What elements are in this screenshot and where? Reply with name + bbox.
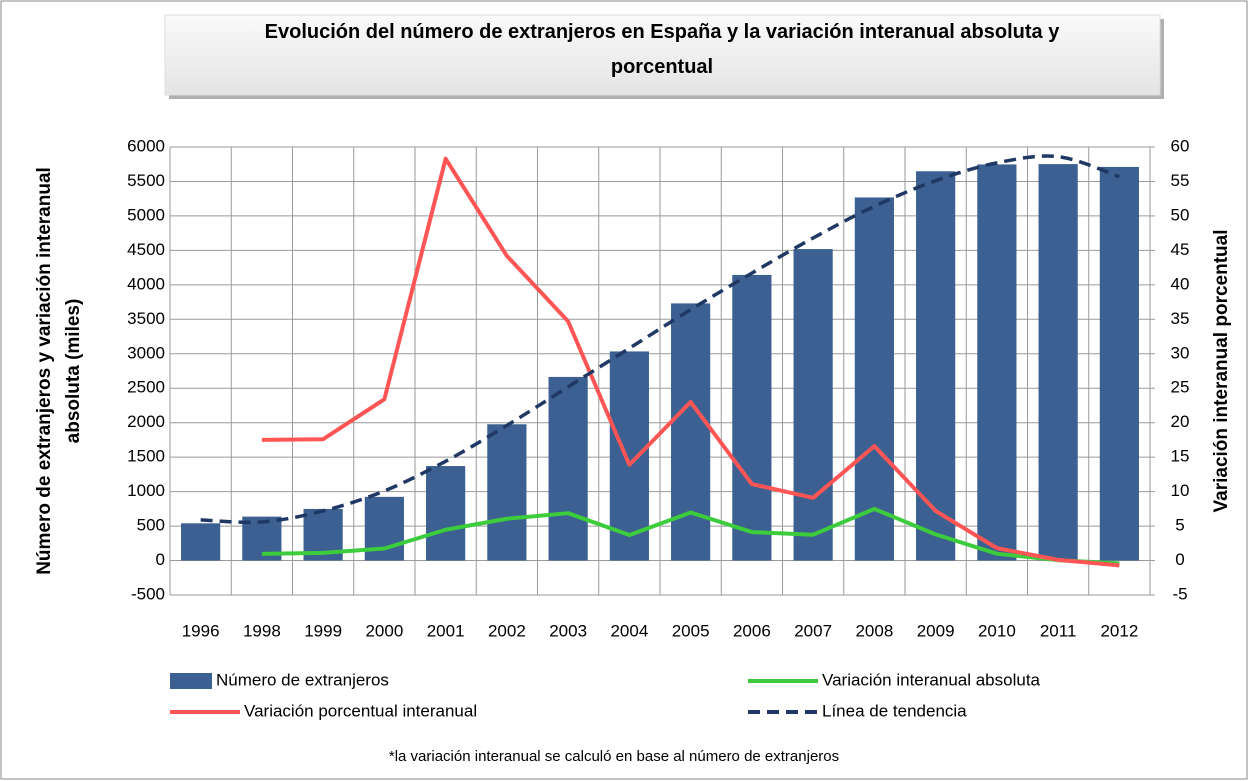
x-tick-label: 1999	[304, 621, 342, 640]
y-tick-label: -500	[131, 584, 165, 603]
bar	[854, 197, 894, 561]
bar	[977, 164, 1017, 561]
y2-tick-label: 50	[1171, 205, 1190, 224]
bar	[1099, 166, 1139, 561]
x-tick-label: 2002	[488, 621, 526, 640]
y2-tick-label: 25	[1171, 378, 1190, 397]
line	[261, 156, 1120, 568]
x-tick-label: 2012	[1100, 621, 1138, 640]
x-tick-label: 2010	[978, 621, 1016, 640]
y-tick-label: 3500	[127, 309, 165, 328]
y-tick-label: 2000	[127, 412, 165, 431]
y-tick-label: 5500	[127, 171, 165, 190]
y-tick-label: 0	[156, 550, 165, 569]
y2-tick-label: -5	[1172, 584, 1187, 603]
x-tick-label: 2005	[672, 621, 710, 640]
y-tick-label: 6000	[127, 136, 165, 155]
y-tick-label: 3000	[127, 343, 165, 362]
y-tick-label: 4500	[127, 240, 165, 259]
y2-tick-label: 20	[1171, 412, 1190, 431]
y2-tick-label: 40	[1171, 274, 1190, 293]
x-tick-label: 1996	[182, 621, 220, 640]
y2-tick-label: 55	[1171, 171, 1190, 190]
bar	[487, 424, 527, 561]
y-tick-label: 500	[137, 516, 165, 535]
y-tick-label: 5000	[127, 205, 165, 224]
y2-tick-label: 10	[1171, 481, 1190, 500]
bar	[916, 171, 956, 561]
y2-tick-label: 35	[1171, 309, 1190, 328]
y-tick-label: 2500	[127, 378, 165, 397]
y2-tick-label: 60	[1171, 136, 1190, 155]
bar	[1038, 164, 1078, 561]
legend-swatch	[170, 673, 212, 689]
bar	[426, 466, 466, 561]
y2-axis-title: Variación interanual porcentual	[1211, 230, 1232, 513]
bar	[548, 376, 588, 561]
bar	[732, 274, 772, 561]
bar	[181, 523, 221, 561]
y2-tick-label: 45	[1171, 240, 1190, 259]
x-tick-label: 2011	[1040, 621, 1077, 640]
title-box	[164, 14, 1161, 96]
x-tick-label: 2000	[365, 621, 403, 640]
y2-tick-label: 5	[1175, 516, 1184, 535]
bar	[609, 351, 649, 561]
legend-label: Línea de tendencia	[822, 701, 967, 720]
x-tick-label: 2007	[794, 621, 832, 640]
x-tick-label: 2006	[733, 621, 771, 640]
x-tick-label: 2001	[427, 621, 465, 640]
bar	[793, 249, 833, 561]
line	[261, 506, 1120, 566]
footnote: *la variación interanual se calculó en b…	[389, 748, 839, 765]
x-tick-label: 2003	[549, 621, 587, 640]
x-tick-label: 1998	[243, 621, 281, 640]
line	[200, 154, 1120, 525]
y2-tick-label: 0	[1175, 550, 1184, 569]
y2-tick-label: 30	[1171, 343, 1190, 362]
x-tick-label: 2004	[610, 621, 648, 640]
y-axis-title: Número de extranjeros y variación intera…	[34, 167, 84, 575]
x-tick-label: 2008	[855, 621, 893, 640]
legend-label: Variación interanual absoluta	[822, 670, 1041, 689]
x-tick-label: 2009	[917, 621, 955, 640]
bar	[671, 303, 711, 561]
legend-label: Número de extranjeros	[216, 670, 389, 689]
y-tick-label: 4000	[127, 274, 165, 293]
y-tick-label: 1500	[127, 447, 165, 466]
y2-tick-label: 15	[1171, 447, 1190, 466]
y-tick-label: 1000	[127, 481, 165, 500]
legend-label: Variación porcentual interanual	[244, 701, 477, 720]
chart-title: Evolución del número de extranjeros en E…	[265, 21, 1061, 78]
